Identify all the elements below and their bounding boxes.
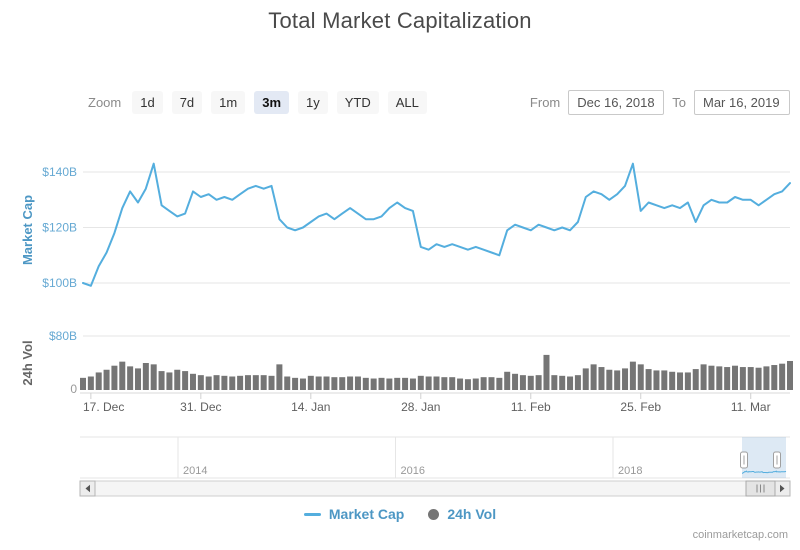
x-axis-tick-label: 31. Dec [180, 400, 221, 414]
legend-label-24h-vol: 24h Vol [447, 506, 497, 522]
volume-axis-title: 24h Vol [20, 340, 35, 385]
chart-title: Total Market Capitalization [268, 8, 532, 33]
navigator-year-label: 2018 [618, 465, 642, 477]
from-date-input[interactable] [568, 90, 665, 115]
to-date-input[interactable] [694, 90, 790, 115]
main-grid: $100B $120B $140B [42, 165, 790, 290]
coinmarketcap-credit-link[interactable]: coinmarketcap.com [692, 529, 788, 541]
x-axis-tick-label: 25. Feb [620, 400, 661, 414]
navigator-right-handle[interactable] [773, 451, 781, 469]
x-axis-tick-label: 28. Jan [401, 400, 440, 414]
volume-zero-tick-label: 0 [70, 382, 77, 396]
x-axis-tick-label: 11. Feb [511, 400, 551, 414]
x-axis: 17. Dec 31. Dec 14. Jan 28. Jan 11. Feb 25. F… [80, 392, 790, 414]
x-axis-tick-label: 11. Mar [731, 400, 771, 414]
chart-canvas: $100B $120B $140B Market Cap $80B 0 24h Vol 17.… [20, 150, 793, 497]
legend: Market Cap 24h Vol [0, 506, 800, 522]
market-cap-tick-label: $120B [42, 221, 77, 235]
legend-item-24h-vol[interactable]: 24h Vol [428, 506, 496, 522]
chart-area: $100B $120B $140B Market Cap $80B 0 24h Vol 17.… [0, 130, 800, 500]
zoom-button-ytd[interactable]: YTD [336, 91, 379, 114]
zoom-label: Zoom [88, 95, 122, 110]
zoom-button-1d[interactable]: 1d [132, 91, 163, 114]
market-cap-line-series [82, 162, 791, 287]
zoom-button-7d[interactable]: 7d [171, 91, 203, 114]
market-cap-tick-label: $100B [42, 276, 77, 290]
scrollbar [79, 480, 791, 497]
date-range-controls: From To [530, 90, 790, 115]
navigator: 2014 2016 2018 [80, 436, 790, 479]
scrollbar-right-arrow-icon [780, 484, 785, 493]
zoom-toolbar: Zoom 1d 7d 1m 3m 1y YTD ALL [88, 91, 427, 114]
navigator-year-label: 2016 [401, 465, 425, 477]
scrollbar-thumb[interactable] [745, 480, 776, 497]
zoom-button-3m[interactable]: 3m [254, 91, 290, 114]
volume-circle-symbol [428, 508, 440, 520]
market-cap-line-symbol [303, 512, 321, 516]
x-axis-tick-label: 14. Jan [291, 400, 330, 414]
volume-bar-series [80, 354, 793, 390]
main-plot-area[interactable] [83, 150, 790, 390]
scrollbar-track[interactable] [79, 480, 791, 497]
x-axis-tick-label: 17. Dec [83, 400, 124, 414]
market-cap-axis-title: Market Cap [20, 195, 35, 265]
market-cap-tick-label: $140B [42, 165, 77, 179]
scrollbar-left-arrow-icon [85, 484, 90, 493]
zoom-button-1m[interactable]: 1m [211, 91, 246, 114]
navigator-left-handle[interactable] [740, 451, 748, 469]
zoom-button-1y[interactable]: 1y [298, 91, 328, 114]
scrollbar-left-button[interactable] [79, 480, 96, 497]
scrollbar-right-button[interactable] [774, 480, 791, 497]
from-label: From [529, 95, 561, 110]
navigator-year-label: 2014 [183, 465, 207, 477]
legend-label-market-cap: Market Cap [328, 506, 405, 522]
navigator-mini-series [742, 470, 787, 474]
legend-item-market-cap[interactable]: Market Cap [303, 506, 405, 522]
volume-tick-label: $80B [49, 329, 77, 343]
zoom-button-all[interactable]: ALL [387, 91, 427, 114]
to-label: To [672, 95, 686, 110]
volume-grid: $80B 0 [49, 329, 790, 396]
